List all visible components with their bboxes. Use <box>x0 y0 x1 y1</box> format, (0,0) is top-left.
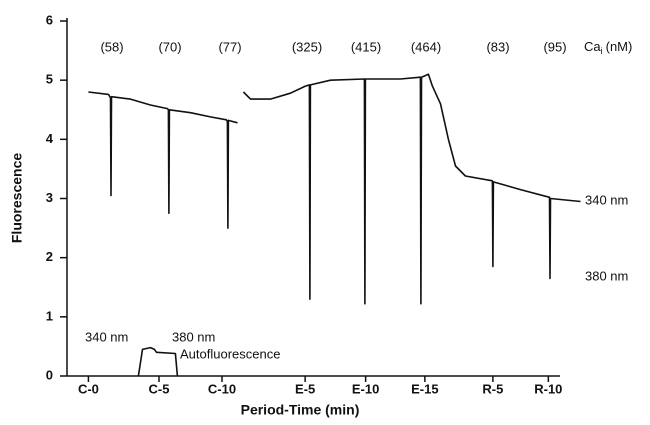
ca-value: (58) <box>100 39 123 54</box>
y-tick-label: 0 <box>46 367 53 382</box>
y-tick-label: 1 <box>46 308 53 323</box>
ca-value: (77) <box>218 39 241 54</box>
ca-label-sub: i <box>601 46 603 56</box>
x-tick-label: C-10 <box>208 381 236 396</box>
x-tick-label: R-10 <box>534 381 562 396</box>
x-tick-label: E-10 <box>352 381 379 396</box>
inset-label: 380 nm <box>172 329 215 344</box>
x-axis-title: Period-Time (min) <box>241 402 360 418</box>
inset-label: 340 nm <box>85 329 128 344</box>
ca-value: (464) <box>411 39 441 54</box>
y-tick-label: 4 <box>46 131 54 146</box>
y-tick-label: 3 <box>46 190 53 205</box>
ca-label-main: Ca <box>584 39 601 54</box>
x-tick-label: E-5 <box>295 381 315 396</box>
ca-value: (70) <box>158 39 181 54</box>
ca-label-unit: (nM) <box>606 39 633 54</box>
x-tick-label: E-15 <box>411 381 438 396</box>
x-tick-label: C-5 <box>149 381 170 396</box>
y-axis-title: Fluorescence <box>9 153 25 243</box>
inset-label: Autofluorescence <box>180 346 280 361</box>
trace-line <box>88 73 581 305</box>
x-tick-label: R-5 <box>482 381 503 396</box>
y-tick-label: 6 <box>46 12 53 27</box>
x-tick-label: C-0 <box>78 381 99 396</box>
y-tick-label: 2 <box>46 249 53 264</box>
y-tick-label: 5 <box>46 72 53 87</box>
right-label: 380 nm <box>585 268 628 283</box>
ca-value: (325) <box>292 39 322 54</box>
ca-label: Cai (nM) <box>584 39 632 56</box>
trace-line <box>137 346 179 377</box>
ca-value: (415) <box>351 39 381 54</box>
right-label: 340 nm <box>585 192 628 207</box>
ca-value: (83) <box>486 39 509 54</box>
ca-value: (95) <box>543 39 566 54</box>
